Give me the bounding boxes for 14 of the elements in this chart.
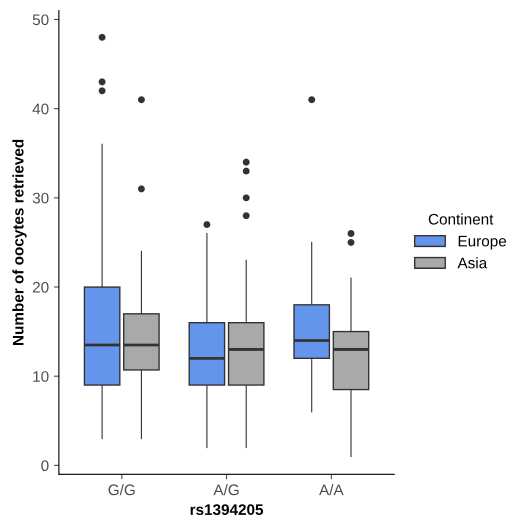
y-tick-label: 50: [32, 14, 49, 26]
y-tick-label: 20: [32, 282, 49, 293]
x-tick-label: A/A: [319, 484, 344, 496]
y-tick-label: 30: [32, 192, 49, 204]
y-tick-label: 0: [41, 460, 49, 472]
x-tick-label: G/G: [108, 484, 135, 496]
y-axis-title: Number of oocytes retrieved: [12, 140, 27, 345]
y-tick-label: 40: [32, 104, 49, 114]
legend-title: Continent: [428, 213, 494, 225]
x-axis-title: rs1394205: [190, 504, 264, 516]
legend-label: Asia: [458, 257, 488, 268]
legend-label: Europe: [458, 236, 506, 250]
y-tick-label: 10: [33, 371, 49, 382]
x-tick-label: A/G: [213, 484, 239, 496]
